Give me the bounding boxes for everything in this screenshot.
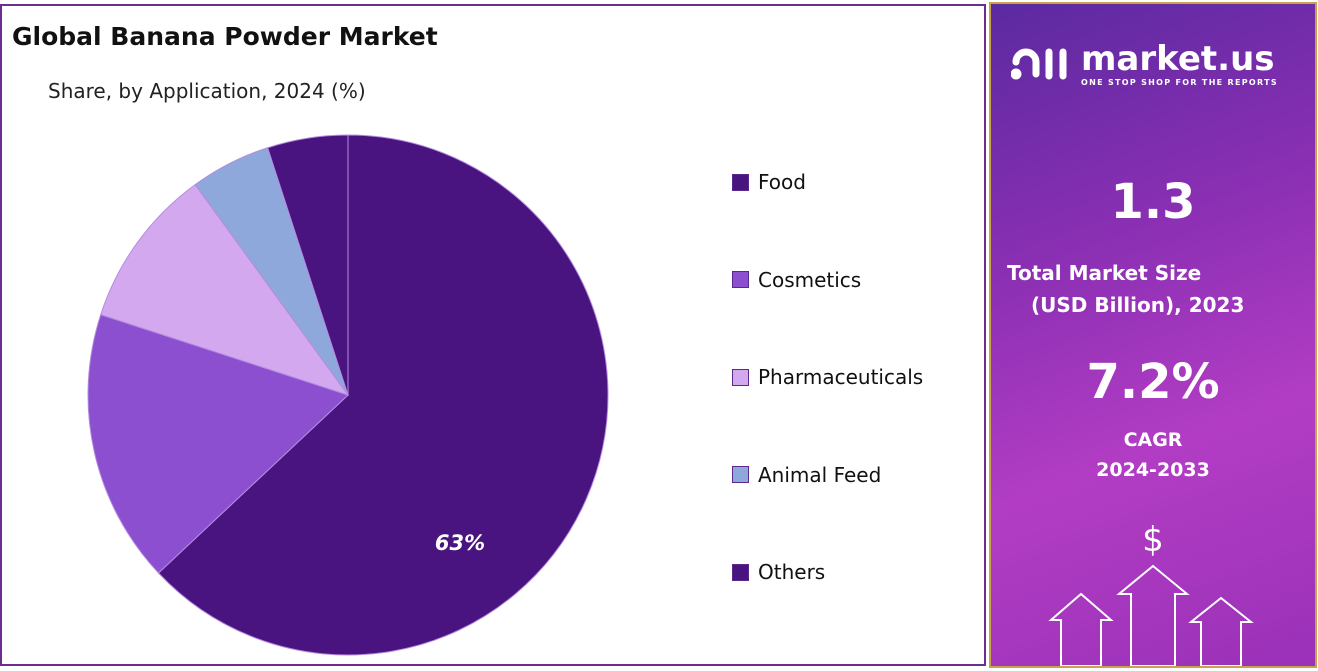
cagr-value: 7.2% (1086, 354, 1220, 410)
legend-label: Cosmetics (758, 267, 862, 292)
cagr-label: CAGR (1123, 429, 1183, 451)
market-size-unit: (USD Billion), 2023 (1031, 293, 1245, 317)
legend-swatch (732, 271, 749, 288)
logo-name: market.us (1081, 39, 1275, 79)
legend-item-cosmetics: Cosmetics (732, 268, 861, 292)
legend-label: Others (758, 560, 826, 584)
summary-panel: market.us ONE STOP SHOP FOR THE REPORTS … (989, 2, 1317, 668)
chart-title: Global Banana Powder Market (12, 22, 438, 51)
legend-swatch (732, 466, 749, 483)
chart-subtitle: Share, by Application, 2024 (%) (48, 79, 366, 103)
pie-chart: 63% (87, 134, 609, 656)
legend-swatch (732, 563, 749, 581)
legend-item-others: Others (732, 560, 825, 584)
pie-slice-cosmetics (87, 314, 349, 574)
legend-label: Food (758, 170, 806, 194)
pie-slice-food (157, 134, 609, 656)
arrow-right-icon (1188, 596, 1254, 666)
legend-swatch (732, 173, 749, 191)
cagr-period: 2024-2033 (1096, 459, 1210, 481)
arrow-center-icon (1116, 564, 1190, 666)
growth-arrows-icon (1048, 564, 1254, 666)
legend-label: Animal Feed (758, 462, 882, 487)
data-label-food: 63% (435, 531, 485, 555)
chart-panel: Global Banana Powder Market Share, by Ap… (0, 4, 986, 666)
dollar-icon: $ (1142, 520, 1164, 560)
pie-slice-others (267, 134, 349, 396)
market-size-value: 1.3 (1110, 174, 1196, 230)
pie-slice-pharmaceuticals (100, 183, 350, 396)
arrow-left-icon (1048, 592, 1114, 666)
market-us-logo: market.us ONE STOP SHOP FOR THE REPORTS (1011, 40, 1278, 88)
legend-item-food: Food (732, 170, 806, 194)
legend-swatch (732, 368, 749, 386)
logo-tagline: ONE STOP SHOP FOR THE REPORTS (1081, 78, 1278, 87)
logo-icon (1011, 48, 1067, 80)
legend-item-animal-feed: Animal Feed (732, 463, 881, 487)
legend-item-pharmaceuticals: Pharmaceuticals (732, 365, 923, 389)
market-size-label: Total Market Size (1007, 261, 1202, 285)
legend-label: Pharmaceuticals (758, 365, 924, 389)
